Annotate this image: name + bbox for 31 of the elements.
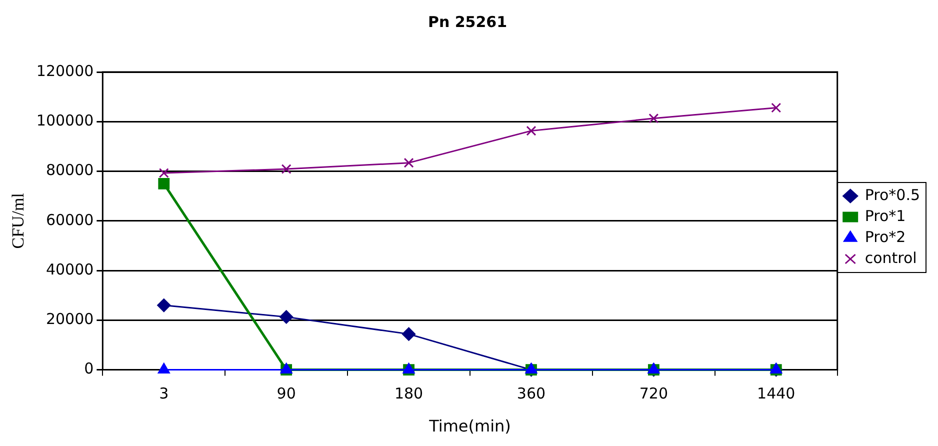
point	[402, 327, 416, 341]
x-tick-label: 3	[159, 384, 169, 403]
point	[281, 164, 292, 174]
y-tick-label: 120000	[36, 62, 94, 80]
y-tick-label: 100000	[36, 112, 94, 130]
legend-label: Pro*1	[864, 206, 906, 225]
y-axis-title: CFU/ml	[8, 192, 28, 249]
x-tick-label: 180	[394, 384, 424, 403]
point	[526, 126, 536, 136]
x-tick-label: 360	[516, 384, 546, 403]
chart-title: Pn 25261	[428, 12, 508, 31]
x-axis-title: Time(min)	[428, 416, 511, 436]
y-tick-label: 80000	[46, 161, 94, 180]
point	[157, 298, 171, 312]
point	[158, 363, 170, 374]
y-tick-label: 60000	[46, 210, 94, 229]
legend-label: Pro*2	[864, 228, 906, 246]
point	[404, 158, 414, 168]
legend-label: Pro*0.5	[864, 186, 920, 204]
x-tick-label: 720	[639, 384, 668, 403]
x-tick-label: 1440	[757, 384, 796, 403]
y-tick-label: 0	[84, 360, 94, 378]
y-tick-label: 20000	[46, 310, 94, 328]
point	[158, 178, 170, 190]
x-tick-label: 90	[276, 384, 296, 403]
y-tick-label: 40000	[46, 260, 94, 278]
legend-label: control	[864, 248, 917, 267]
point	[771, 102, 782, 113]
point	[280, 310, 294, 324]
point	[158, 168, 169, 178]
point	[648, 113, 659, 124]
